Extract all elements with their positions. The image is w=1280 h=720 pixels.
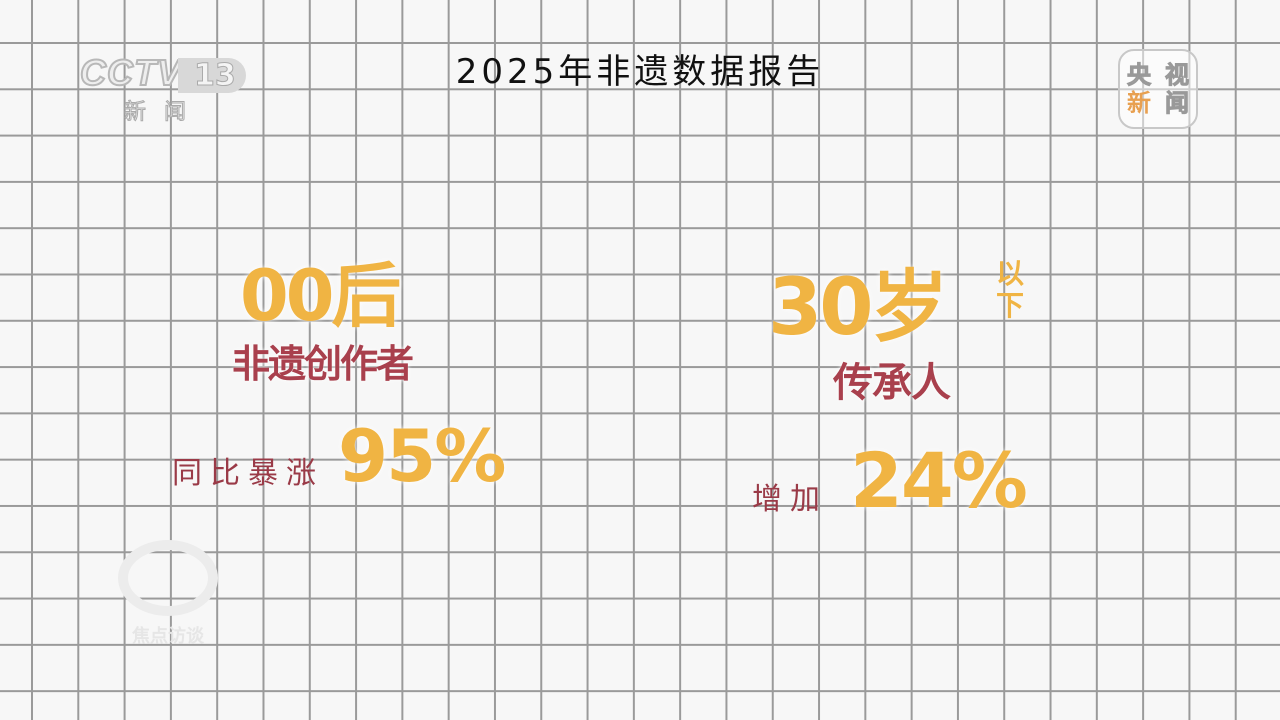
suffix-char: 下 (995, 289, 1024, 322)
left-stat-value: 95% (338, 414, 506, 498)
watermark-text: 焦点访谈 (132, 626, 204, 647)
left-stat-label: 同比暴涨 (172, 456, 324, 491)
left-headline: 00后 (240, 255, 401, 337)
right-stat-value: 24% (850, 436, 1028, 525)
channel-number: 13 (178, 58, 246, 94)
right-headline: 30岁 (768, 263, 949, 353)
cctv-news-app-logo: 央 视 新 闻 (1118, 49, 1198, 129)
logo-char: 闻 (1165, 89, 1190, 118)
right-subtitle: 传承人 (833, 360, 951, 406)
left-subtitle: 非遗创作者 (232, 342, 414, 386)
logo-char: 视 (1165, 61, 1190, 90)
logo-char: 新 (1127, 89, 1151, 117)
logo-char: 央 (1127, 61, 1152, 90)
program-watermark: 焦点访谈 (118, 540, 218, 648)
right-headline-suffix: 以 下 (990, 258, 1030, 322)
cctv-wordmark: CCTV (79, 51, 182, 94)
right-stat-label: 增加 (752, 482, 828, 517)
cctv13-logo: CCTV 13 新闻 (79, 51, 246, 126)
watermark-emblem-icon (118, 540, 218, 616)
report-title: 2025年非遗数据报告 (455, 52, 825, 92)
suffix-char: 以 (995, 257, 1024, 290)
channel-name: 新闻 (124, 100, 205, 126)
